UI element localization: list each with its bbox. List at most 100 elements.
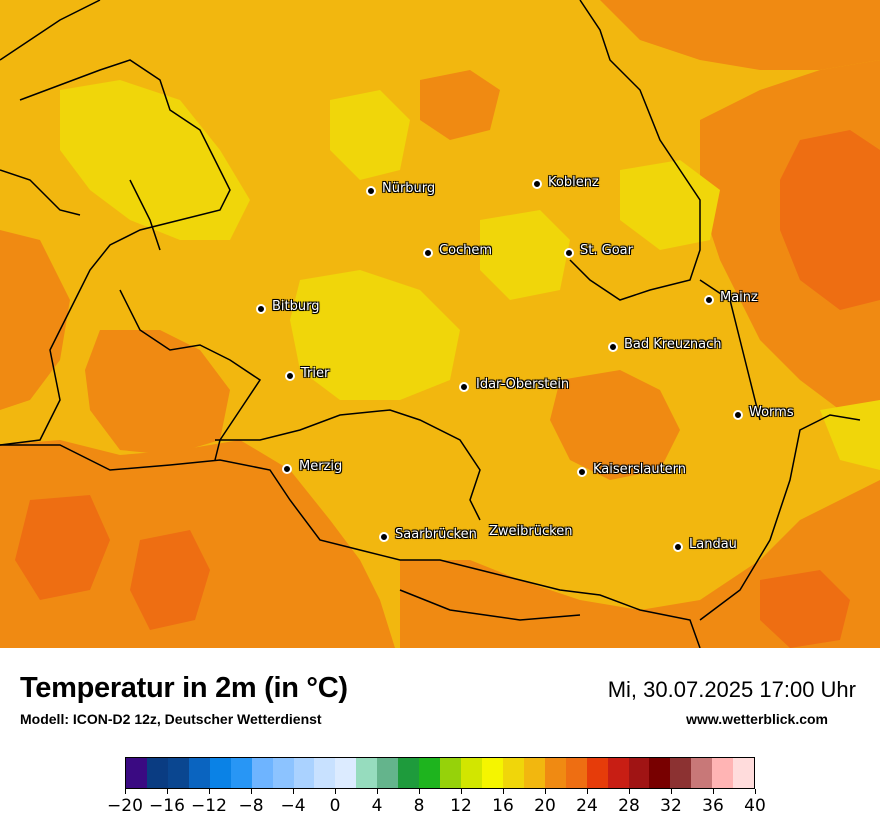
warm-region-northeast [600, 0, 880, 70]
colorbar-swatch [565, 758, 587, 788]
warm-region-southwest [0, 440, 395, 648]
colorbar-swatch [523, 758, 545, 788]
warm-region-saar [85, 330, 230, 455]
colorbar-tick [377, 789, 378, 794]
city-label-nuerburg: Nürburg [382, 181, 436, 196]
city-marker-mainz [704, 295, 714, 305]
colorbar-tick [125, 789, 126, 794]
colorbar-swatch [544, 758, 566, 788]
colorbar-swatch [440, 758, 461, 788]
map-title: Temperatur in 2m (in °C) [20, 672, 348, 704]
city-label-worms: Worms [749, 405, 794, 420]
colorbar-tick [587, 789, 588, 794]
colorbar-swatch [481, 758, 503, 788]
hot-spot-southeast [760, 570, 850, 648]
colorbar-swatch [314, 758, 336, 788]
colorbar-swatch [335, 758, 357, 788]
colorbar-swatch [126, 758, 147, 788]
warm-region-mid [550, 370, 680, 480]
model-info: Modell: ICON-D2 12z, Deutscher Wetterdie… [20, 711, 322, 727]
cool-region-north [330, 90, 410, 180]
colorbar-tick-label: 16 [492, 796, 514, 816]
colorbar-swatch [502, 758, 524, 788]
forecast-datetime: Mi, 30.07.2025 17:00 Uhr [607, 677, 856, 702]
city-label-koblenz: Koblenz [548, 175, 599, 190]
colorbar-swatch [251, 758, 273, 788]
colorbar-tick-label: 36 [702, 796, 724, 816]
colorbar-tick-label: −8 [238, 796, 264, 816]
colorbar-tick [251, 789, 252, 794]
warm-region-west [0, 230, 70, 410]
colorbar-swatch [586, 758, 608, 788]
temperature-field [0, 0, 880, 648]
colorbar-tick [167, 789, 168, 794]
city-marker-nuerburg [366, 186, 376, 196]
city-label-bad-kreuznach: Bad Kreuznach [624, 337, 722, 352]
colorbar-swatch [356, 758, 378, 788]
colorbar-tick-label: 28 [618, 796, 640, 816]
colorbar-swatch [607, 758, 629, 788]
city-label-st-goar: St. Goar [580, 243, 633, 258]
colorbar-tick-label: −4 [280, 796, 306, 816]
city-label-trier: Trier [301, 366, 330, 381]
colorbar-tick-label: 12 [450, 796, 472, 816]
colorbar-swatch [419, 758, 441, 788]
city-label-mainz: Mainz [720, 290, 758, 305]
city-marker-koblenz [532, 179, 542, 189]
colorbar-tick [503, 789, 504, 794]
website-link[interactable]: www.wetterblick.com [686, 711, 828, 727]
colorbar-swatch [167, 758, 189, 788]
colorbar-tick [755, 789, 756, 794]
cool-region-eifel [60, 80, 250, 240]
colorbar-tick [335, 789, 336, 794]
cool-region-taunus [620, 160, 720, 250]
colorbar-tick-label: −12 [191, 796, 227, 816]
colorbar-tick-label: 20 [534, 796, 556, 816]
colorbar-tick [629, 789, 630, 794]
borders [0, 0, 861, 648]
temperature-map[interactable]: Nürburg Koblenz Cochem St. Goar Mainz Bi… [0, 0, 880, 648]
colorbar-tick-label: −16 [149, 796, 185, 816]
city-marker-merzig [282, 464, 292, 474]
colorbar-tick-label: 8 [413, 796, 425, 816]
city-marker-saarbruecken [379, 532, 389, 542]
city-label-merzig: Merzig [299, 459, 343, 474]
cool-region-rhein [820, 400, 880, 470]
colorbar-ticks [125, 789, 756, 799]
colorbar-tick-label: 4 [371, 796, 383, 816]
hot-spot-east [780, 130, 880, 310]
warm-region-north [420, 70, 500, 140]
city-label-zweibruecken: Zweibrücken [489, 524, 573, 539]
colorbar-swatch [461, 758, 482, 788]
colorbar-tick [545, 789, 546, 794]
city-marker-bad-kreuznach [608, 342, 618, 352]
colorbar-swatch [712, 758, 734, 788]
colorbar-swatch [398, 758, 420, 788]
city-marker-idar-oberstein [459, 382, 469, 392]
colorbar-tick-label: 24 [576, 796, 598, 816]
colorbar-swatch [293, 758, 315, 788]
colorbar-swatch [628, 758, 650, 788]
hot-spot-south [130, 530, 210, 630]
city-marker-trier [285, 371, 295, 381]
city-marker-kaiserslautern [577, 467, 587, 477]
colorbar-tick [419, 789, 420, 794]
city-label-cochem: Cochem [439, 243, 493, 258]
colorbar-swatch [230, 758, 252, 788]
city-marker-bitburg [256, 304, 266, 314]
colorbar-tick [671, 789, 672, 794]
colorbar-swatch [733, 758, 755, 788]
hot-spot-southwest [15, 495, 110, 600]
colorbar-tick-label: 0 [329, 796, 341, 816]
colorbar-tick [209, 789, 210, 794]
colorbar-tick-label: 40 [744, 796, 766, 816]
colorbar-swatch [272, 758, 294, 788]
colorbar-tick-label: 32 [660, 796, 682, 816]
colorbar-swatch [188, 758, 210, 788]
colorbar-swatch [377, 758, 399, 788]
colorbar-swatch [649, 758, 671, 788]
city-label-kaiserslautern: Kaiserslautern [593, 462, 687, 477]
temperature-colorbar [125, 757, 755, 789]
city-marker-landau [673, 542, 683, 552]
colorbar-tick [713, 789, 714, 794]
